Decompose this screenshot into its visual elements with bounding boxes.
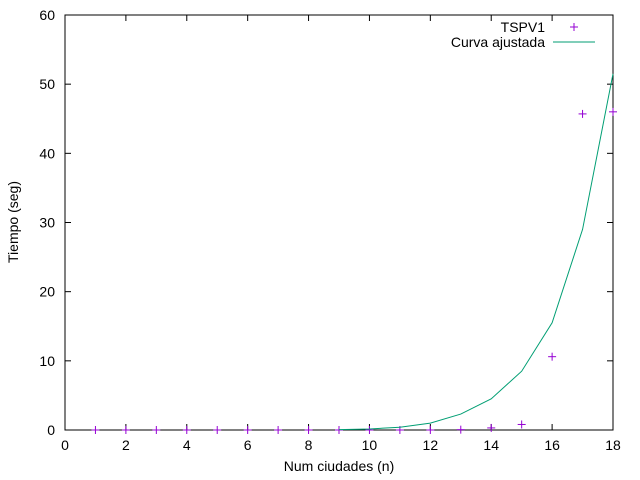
legend-swatch-0	[570, 23, 578, 31]
data-point-tspv1-0	[91, 426, 100, 434]
data-point-tspv1-14	[517, 420, 526, 429]
data-point-tspv1-3	[182, 426, 191, 434]
data-point-tspv1-17	[609, 107, 617, 116]
data-point-tspv1-12	[456, 425, 465, 434]
data-point-tspv1-5	[243, 426, 252, 434]
series-layer	[91, 73, 617, 434]
x-tick-label-5: 10	[362, 437, 378, 453]
x-tick-label-1: 2	[122, 437, 130, 453]
x-tick-label-6: 12	[423, 437, 439, 453]
y-tick-label-1: 10	[39, 353, 55, 369]
x-axis-label: Num ciudades (n)	[284, 458, 395, 474]
y-tick-label-6: 60	[39, 7, 55, 23]
plot-frame	[64, 14, 614, 431]
legend-label-1: Curva ajustada	[451, 34, 545, 50]
x-tick-label-2: 4	[183, 437, 191, 453]
x-tick-label-3: 6	[244, 437, 252, 453]
legend-label-0: TSPV1	[501, 19, 546, 35]
data-point-tspv1-15	[548, 352, 557, 361]
data-point-tspv1-9	[365, 426, 374, 434]
data-point-tspv1-1	[121, 426, 130, 434]
data-point-tspv1-7	[304, 426, 313, 434]
data-point-tspv1-6	[274, 426, 283, 434]
y-axis-label: Tiempo (seg)	[5, 181, 21, 263]
y-tick-label-4: 40	[39, 145, 55, 161]
data-point-tspv1-2	[152, 426, 161, 434]
axis-ticks: 0 2 4 6 8 10 12 14 16 18 0 10 20 30 40 50 60	[39, 7, 621, 453]
y-tick-label-2: 20	[39, 284, 55, 300]
series-line-curva-ajustada	[338, 73, 614, 431]
data-point-tspv1-16	[578, 109, 587, 118]
data-point-tspv1-13	[487, 423, 496, 432]
data-point-tspv1-11	[426, 426, 435, 434]
x-tick-label-4: 8	[305, 437, 313, 453]
x-tick-label-9: 18	[605, 437, 621, 453]
x-tick-label-0: 0	[61, 437, 69, 453]
y-tick-label-3: 30	[39, 215, 55, 231]
x-tick-label-7: 14	[483, 437, 499, 453]
y-tick-label-5: 50	[39, 76, 55, 92]
data-point-tspv1-4	[213, 426, 222, 434]
x-tick-label-8: 16	[544, 437, 560, 453]
y-tick-label-0: 0	[47, 422, 55, 438]
